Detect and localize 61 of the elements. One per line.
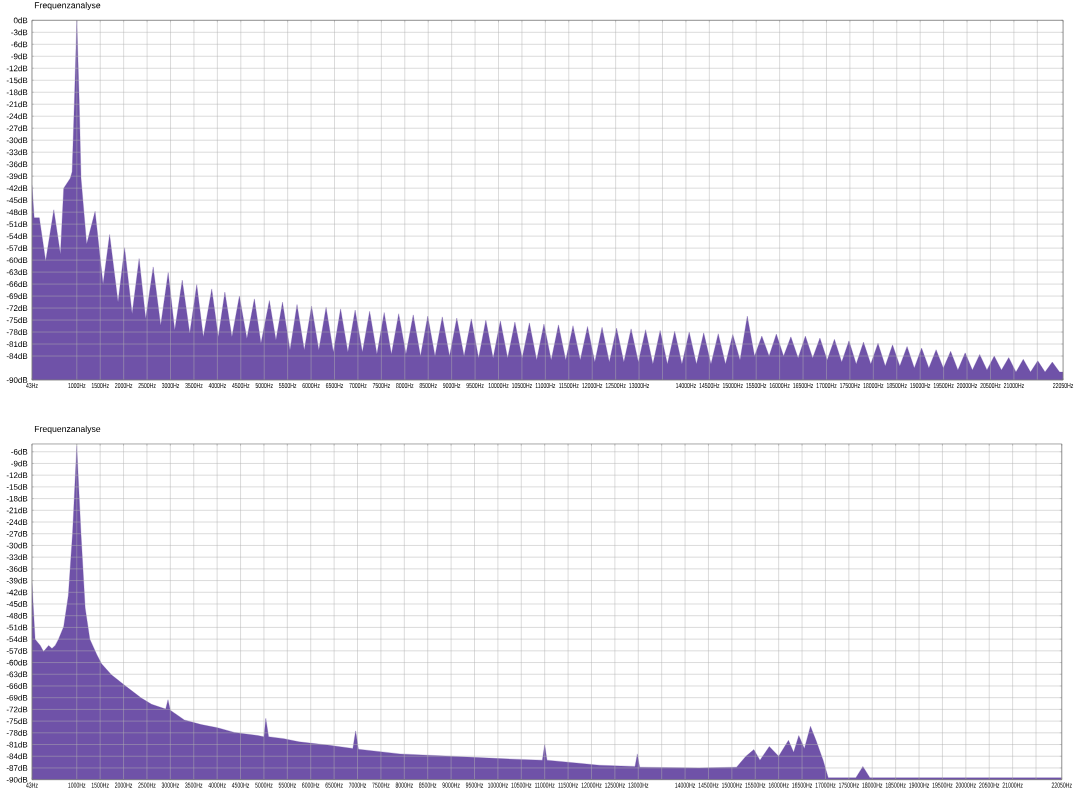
y-tick-label: -24dB — [6, 113, 28, 120]
y-tick-label: -66dB — [6, 280, 28, 287]
y-tick-label: -15dB — [6, 483, 28, 490]
y-tick-label: -90dB — [6, 376, 28, 383]
y-tick-label: -42dB — [6, 185, 28, 191]
y-tick-label: -78dB — [6, 328, 28, 335]
y-tick-label: -18dB — [6, 89, 28, 96]
y-tick-label: -42dB — [6, 589, 28, 596]
y-tick-label: -30dB — [6, 542, 28, 549]
y-tick-label: -9dB — [11, 53, 28, 60]
y-tick-label: -66dB — [6, 682, 28, 689]
y-tick-label: -90dB — [6, 776, 28, 783]
y-tick-label: -54dB — [6, 233, 28, 239]
y-tick-label: -45dB — [6, 600, 28, 607]
y-tick-label: -9dB — [11, 460, 28, 467]
y-tick-label: -18dB — [6, 495, 28, 502]
chart-title: Frequenzanalyse — [34, 425, 101, 434]
y-tick-label: -21dB — [6, 507, 28, 514]
y-tick-label: -48dB — [6, 209, 28, 215]
y-tick-label: -24dB — [6, 518, 28, 525]
y-tick-label: -12dB — [6, 472, 28, 478]
y-tick-label: -6dB — [11, 41, 28, 48]
y-tick-label: -63dB — [6, 269, 28, 275]
y-tick-label: -27dB — [6, 530, 28, 537]
y-tick-label: -3dB — [11, 29, 28, 36]
y-tick-label: -51dB — [6, 221, 28, 227]
y-tick-label: -81dB — [6, 741, 28, 748]
y-tick-label: -33dB — [6, 554, 28, 560]
y-tick-label: -33dB — [6, 149, 28, 155]
y-tick-label: -27dB — [6, 125, 28, 132]
y-tick-label: -60dB — [6, 659, 28, 666]
y-tick-label: -36dB — [6, 161, 28, 167]
y-tick-label: -30dB — [6, 137, 28, 144]
y-tick-label: -72dB — [6, 304, 28, 311]
y-tick-label: -12dB — [6, 65, 28, 72]
chart-title: Frequenzanalyse — [34, 1, 101, 10]
y-tick-label: -60dB — [6, 257, 28, 263]
y-tick-label: -75dB — [6, 316, 28, 323]
y-tick-label: -87dB — [6, 764, 28, 771]
y-tick-label: -75dB — [6, 718, 28, 724]
y-tick-label: -36dB — [6, 565, 28, 572]
y-tick-label: -39dB — [6, 577, 28, 584]
y-tick-label: -54dB — [6, 636, 28, 642]
y-tick-label: -21dB — [6, 101, 28, 108]
y-tick-label: -69dB — [6, 292, 28, 299]
y-tick-label: -78dB — [6, 729, 28, 736]
y-tick-label: 0dB — [13, 17, 28, 24]
y-tick-label: -63dB — [6, 671, 28, 678]
y-tick-label: -48dB — [6, 612, 28, 619]
y-tick-label: -57dB — [6, 647, 28, 654]
y-tick-label: -15dB — [6, 77, 28, 84]
y-tick-label: -45dB — [6, 197, 28, 203]
y-tick-label: -84dB — [6, 753, 28, 760]
y-tick-label: -6dB — [11, 448, 28, 455]
y-tick-label: -57dB — [6, 245, 28, 251]
y-tick-label: -69dB — [6, 694, 28, 701]
y-tick-label: -51dB — [6, 624, 28, 631]
y-tick-label: -72dB — [6, 706, 28, 713]
y-tick-label: -39dB — [6, 173, 28, 179]
y-tick-label: -84dB — [6, 352, 28, 359]
y-tick-label: -81dB — [6, 340, 28, 347]
